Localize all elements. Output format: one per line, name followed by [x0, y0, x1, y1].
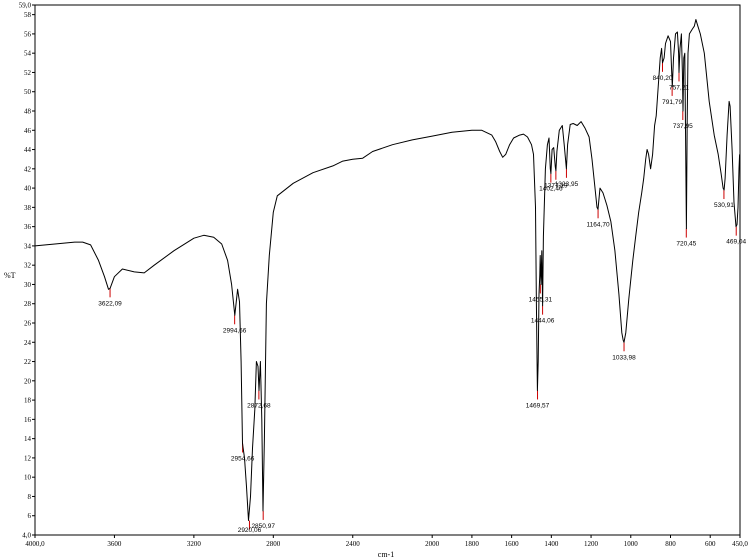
y-tick-label: 42: [24, 165, 32, 173]
peak-label: 1377,19: [544, 183, 568, 190]
y-tick-label: 26: [24, 320, 32, 328]
y-tick-label: 20: [24, 377, 32, 385]
x-tick-label: 2400: [346, 540, 361, 548]
peak-label: 737,95: [673, 123, 693, 130]
x-tick-label: 450,0: [732, 540, 748, 548]
peak-label: 791,79: [662, 99, 682, 106]
y-tick-label: 38: [24, 204, 32, 212]
y-tick-label: 4,0: [22, 532, 31, 540]
peak-label: 2954,66: [231, 455, 255, 462]
y-axis-label: %T: [4, 271, 16, 280]
peak-label: 469,04: [726, 239, 746, 246]
y-tick-label: 18: [24, 397, 32, 405]
y-tick-label: 14: [24, 435, 32, 443]
x-tick-label: 1400: [544, 540, 559, 548]
peak-annotations: 3622,09 2994,66 2954,66 2920,06 2872,68 2850,…: [98, 62, 747, 534]
peak-label: 1323,95: [555, 181, 579, 188]
x-tick-label: 2000: [425, 540, 440, 548]
y-tick-label: 58: [24, 11, 32, 19]
x-axis-label: cm-1: [378, 550, 394, 559]
y-tick-label: 59,0: [19, 2, 32, 10]
y-tick-label: 44: [24, 146, 32, 154]
spectrum-line: [34, 19, 741, 521]
y-tick-label: 36: [24, 223, 32, 231]
y-tick-label: 30: [24, 281, 32, 289]
y-tick-label: 40: [24, 185, 32, 193]
y-tick-label: 46: [24, 127, 32, 135]
y-tick-label: 56: [24, 30, 32, 38]
peak-label: 840,20: [653, 75, 673, 82]
peak-label: 1444,06: [531, 318, 555, 325]
x-tick-label: 600: [705, 540, 716, 548]
x-tick-label: 3200: [187, 540, 202, 548]
peak-label: 1455,31: [529, 296, 553, 303]
plot-frame: [34, 4, 741, 536]
y-axis-ticks: 4,0 6 8 10 12 14 16 18 20 22 24 26 28 30 32 34 36 38 40 42 4…: [19, 2, 35, 540]
peak-label: 3622,09: [98, 300, 122, 307]
x-tick-label: 2800: [266, 540, 281, 548]
y-tick-label: 10: [24, 474, 32, 482]
y-tick-label: 34: [24, 242, 32, 250]
x-tick-label: 1600: [505, 540, 520, 548]
y-tick-label: 48: [24, 108, 32, 116]
peak-label: 2994,66: [223, 327, 247, 334]
x-tick-label: 4000,0: [25, 540, 45, 548]
y-tick-label: 54: [24, 50, 32, 58]
y-tick-label: 8: [28, 493, 32, 501]
peak-label: 1164,70: [587, 221, 610, 228]
y-tick-label: 6: [28, 512, 32, 520]
peak-label: 757,21: [669, 84, 689, 91]
peak-label: 530,91: [714, 202, 734, 209]
y-tick-label: 52: [24, 69, 32, 77]
peak-label: 720,45: [676, 241, 696, 248]
x-tick-label: 1000: [624, 540, 639, 548]
peak-label: 2850,97: [251, 523, 275, 530]
x-axis-ticks: 4000,0 3600 3200 2800 2400 2000 1800 1600 1400 12…: [25, 535, 748, 548]
x-tick-label: 1800: [465, 540, 480, 548]
x-tick-label: 800: [665, 540, 676, 548]
y-tick-label: 16: [24, 416, 32, 424]
x-tick-label: 1200: [584, 540, 599, 548]
y-tick-label: 32: [24, 262, 32, 270]
peak-label: 2872,68: [247, 402, 271, 409]
y-tick-label: 22: [24, 358, 32, 366]
peak-label: 2920,06: [238, 527, 262, 534]
peak-label: 1033,98: [612, 354, 636, 361]
y-tick-label: 50: [24, 88, 32, 96]
peak-label: 1402,46: [539, 186, 563, 193]
peak-label: 1469,57: [526, 402, 550, 409]
y-tick-label: 24: [24, 339, 32, 347]
y-tick-label: 28: [24, 300, 32, 308]
x-tick-label: 3600: [107, 540, 122, 548]
y-tick-label: 12: [24, 454, 32, 462]
